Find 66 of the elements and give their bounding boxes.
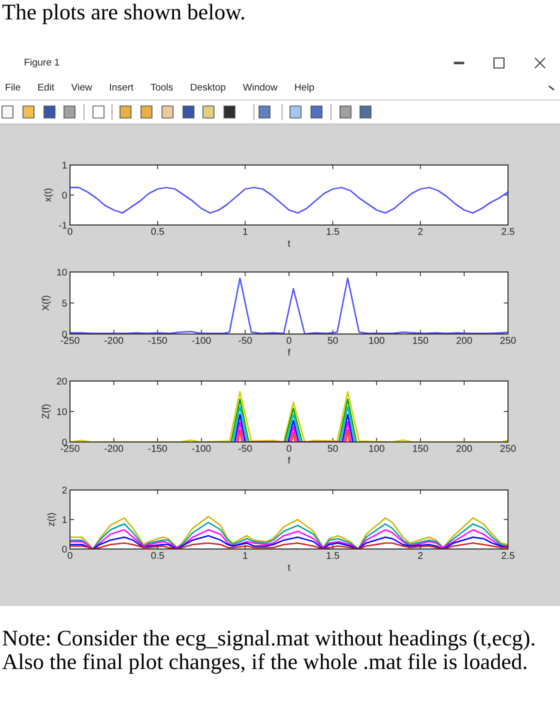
y-tick-label: 10 (57, 268, 67, 276)
x-tick-label: 1.5 (326, 228, 340, 235)
x-tick-label: 50 (328, 445, 338, 452)
x-tick-label: 250 (500, 445, 516, 452)
x-tick-label: 2 (418, 552, 423, 559)
x-tick-label: 0 (286, 337, 292, 344)
x-tick-label: 150 (413, 337, 428, 344)
y-axis-title: X(f) (42, 296, 51, 311)
text: Help (295, 83, 314, 93)
y-tick-label: 20 (56, 378, 67, 385)
y-tick-label: 1 (62, 162, 67, 169)
x-tick-label: 200 (456, 337, 472, 344)
y-axis-title: Z(f) (42, 404, 51, 419)
x-tick-label: -200 (104, 337, 124, 344)
y-tick-label: 0 (62, 438, 67, 446)
y-axis-title: x(t) (44, 188, 54, 202)
x-tick-label: 150 (413, 445, 428, 452)
x-tick-label: -150 (148, 337, 167, 344)
y-tick-label: 1 (62, 516, 67, 524)
text: The plots are shown below. (2, 4, 244, 24)
text: Insert (110, 84, 134, 91)
text: Window (242, 83, 278, 91)
x-tick-label: -100 (192, 445, 211, 452)
x-tick-label: 250 (500, 337, 516, 344)
x-tick-label: 100 (369, 337, 384, 344)
text: File (6, 83, 20, 91)
x-tick-label: 1.5 (326, 552, 340, 559)
x-tick-label: 0 (286, 445, 292, 452)
x-tick-label: 200 (456, 445, 472, 452)
x-axis-title: t (288, 240, 290, 247)
x-tick-label: 1 (243, 228, 248, 235)
x-tick-label: 2.5 (502, 228, 514, 235)
x-tick-label: -200 (104, 445, 124, 452)
text: Edit (38, 83, 54, 91)
y-tick-label: -1 (59, 222, 67, 229)
x-axis-title: f (288, 456, 290, 464)
y-axis-title: z(t) (47, 513, 56, 526)
x-tick-label: 100 (369, 445, 384, 452)
caption: Figure 1 (24, 58, 60, 68)
text: Desktop (190, 83, 226, 93)
x-tick-label: -250 (60, 445, 80, 452)
x-tick-label: 2 (418, 228, 423, 235)
y-tick-label: 0 (62, 330, 67, 338)
x-axis-title: t (288, 564, 290, 571)
x-tick-label: -150 (148, 445, 167, 452)
x-tick-label: 0 (68, 552, 72, 559)
x-tick-label: 2.5 (502, 552, 514, 559)
y-tick-label: 0 (62, 546, 67, 553)
text: View (71, 83, 92, 91)
y-tick-label: 0 (62, 192, 67, 199)
x-tick-label: 50 (328, 337, 338, 344)
x-tick-label: -250 (60, 337, 80, 344)
x-tick-label: 0.5 (151, 228, 164, 235)
line-series (70, 186, 508, 214)
x-tick-label: -100 (192, 337, 211, 344)
y-tick-label: 5 (62, 300, 67, 307)
y-tick-label: 2 (62, 486, 67, 494)
x-axis-title: f (288, 348, 290, 356)
text: Tools (150, 83, 173, 91)
x-tick-label: 0.5 (151, 552, 164, 559)
y-tick-label: 10 (57, 408, 67, 416)
x-tick-label: 0 (68, 228, 72, 235)
x-tick-label: 1 (243, 552, 248, 559)
x-tick-label: -50 (238, 445, 252, 452)
x-tick-label: -50 (238, 337, 252, 344)
text: Note: Consider the ecg_signal.mat without headings (t,ecg). Also the final plot changes, if the whole .mat file is loaded. (2, 630, 534, 674)
